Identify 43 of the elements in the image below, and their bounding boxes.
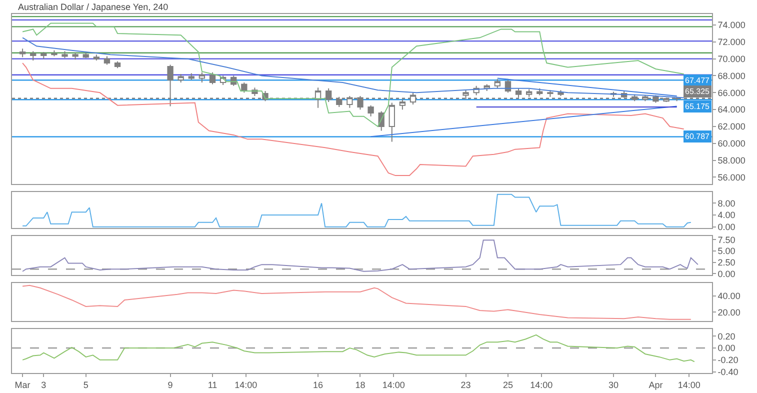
x-tick-label: 14:00 [678,380,700,390]
y-tick-label: 0.20 [718,331,736,342]
y-tick-label: 0.00 [718,268,736,279]
ref-line-label: 67.477 [685,76,710,85]
x-tick-label: Mar [14,380,30,390]
chart-title: Australian Dollar / Japanese Yen, 240 [18,2,168,12]
x-tick-label: 14:00 [234,380,258,390]
x-tick-label: Apr [648,380,663,390]
y-tick-label: 7.50 [718,234,736,245]
y-tick-label: 8.00 [718,198,736,208]
y-tick-label: 64.000 [718,104,746,115]
x-tick-label: 25 [502,380,513,390]
x-tick-label: 16 [313,380,324,390]
x-tick-label: 11 [208,380,218,390]
x-tick-label: 23 [460,380,471,390]
x-tick-label: 14:00 [530,380,553,390]
y-tick-label: 68.000 [718,70,746,81]
y-tick-label: 56.000 [718,172,746,182]
x-tick-label: 14:00 [382,380,405,390]
ref-line-label: 60.787 [685,132,710,141]
ref-line-label: 65.325 [685,87,710,96]
x-tick-label: 5 [83,380,88,390]
y-tick-label: 40.00 [718,291,740,302]
y-tick-label: 2.50 [718,257,736,268]
y-tick-label: 0.00 [718,222,736,232]
y-tick-label: 5.00 [718,246,736,256]
y-tick-label: 72.000 [718,37,746,48]
x-tick-label: 3 [41,380,46,390]
x-tick-label: 9 [168,380,173,390]
x-tick-label: 18 [355,380,366,390]
y-tick-label: 20.00 [718,307,740,318]
y-tick-label: 0.00 [718,343,736,354]
y-tick-label: 66.000 [718,88,746,98]
y-tick-label: 70.000 [718,54,746,64]
y-tick-label: -0.20 [718,355,738,366]
ref-line-label: 65.175 [685,102,710,111]
y-tick-label: 58.000 [718,155,746,166]
y-tick-label: 62.000 [718,122,746,132]
y-tick-label: 60.000 [718,138,746,149]
x-tick-label: 30 [608,380,619,390]
y-tick-label: 74.000 [718,20,746,30]
y-tick-label: -0.40 [718,366,738,377]
y-tick-label: 4.00 [718,210,736,220]
